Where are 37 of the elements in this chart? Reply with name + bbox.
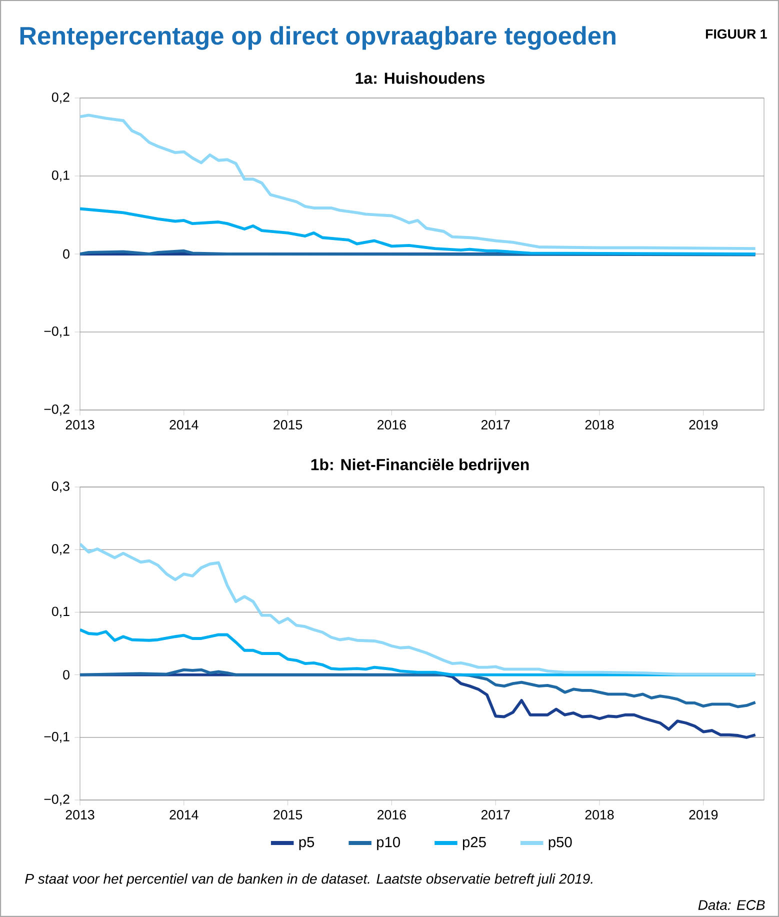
legend-label: p25 <box>462 836 486 850</box>
chart-subtitle: 1a: Huishoudens <box>356 72 485 84</box>
y-tick-label: −0,1 <box>44 326 70 338</box>
text: FIGUUR 1 <box>706 29 767 39</box>
x-tick-label: 2013 <box>66 420 94 430</box>
x-tick-label: 2017 <box>481 810 510 820</box>
y-tick-label: −0,2 <box>44 404 70 416</box>
x-tick-label: 2019 <box>689 420 718 430</box>
x-tick-label: 2016 <box>378 810 406 820</box>
x-tick-label: 2015 <box>274 420 302 430</box>
legend-label: p5 <box>299 836 314 850</box>
y-tick-label: 0 <box>63 670 70 680</box>
x-tick-label: 2015 <box>274 810 302 820</box>
y-tick-label: 0,1 <box>52 170 70 182</box>
legend-label: p10 <box>377 836 400 850</box>
x-tick-label: 2018 <box>585 810 614 820</box>
line-series <box>80 114 757 250</box>
x-tick-label: 2019 <box>689 810 718 820</box>
line-series <box>80 542 757 676</box>
x-tick-label: 2018 <box>585 420 614 430</box>
x-tick-label: 2013 <box>66 810 94 820</box>
chart-title: Rentepercentage op direct opvraagbare tegoeden <box>20 26 616 50</box>
y-tick-label: −0,2 <box>44 794 70 806</box>
x-tick-label: 2016 <box>378 420 406 430</box>
x-tick-label: 2017 <box>481 420 510 430</box>
x-tick-label: 2014 <box>170 810 198 820</box>
y-tick-label: 0,1 <box>52 606 70 618</box>
x-tick-label: 2014 <box>170 420 198 430</box>
legend-label: p50 <box>548 836 572 850</box>
y-tick-label: 0,2 <box>52 544 70 556</box>
text: P staat voor het percentiel van de banken in de dataset. Laatste observatie betreft juli 2019. <box>25 873 592 887</box>
y-tick-label: −0,1 <box>44 732 70 743</box>
text: Data: ECB <box>698 900 765 910</box>
y-tick-label: 0 <box>63 249 70 259</box>
y-tick-label: 0,2 <box>52 92 70 104</box>
y-tick-label: 0,3 <box>52 481 70 493</box>
chart-title: 1b: Niet-Financiële bedrijven <box>311 458 529 474</box>
